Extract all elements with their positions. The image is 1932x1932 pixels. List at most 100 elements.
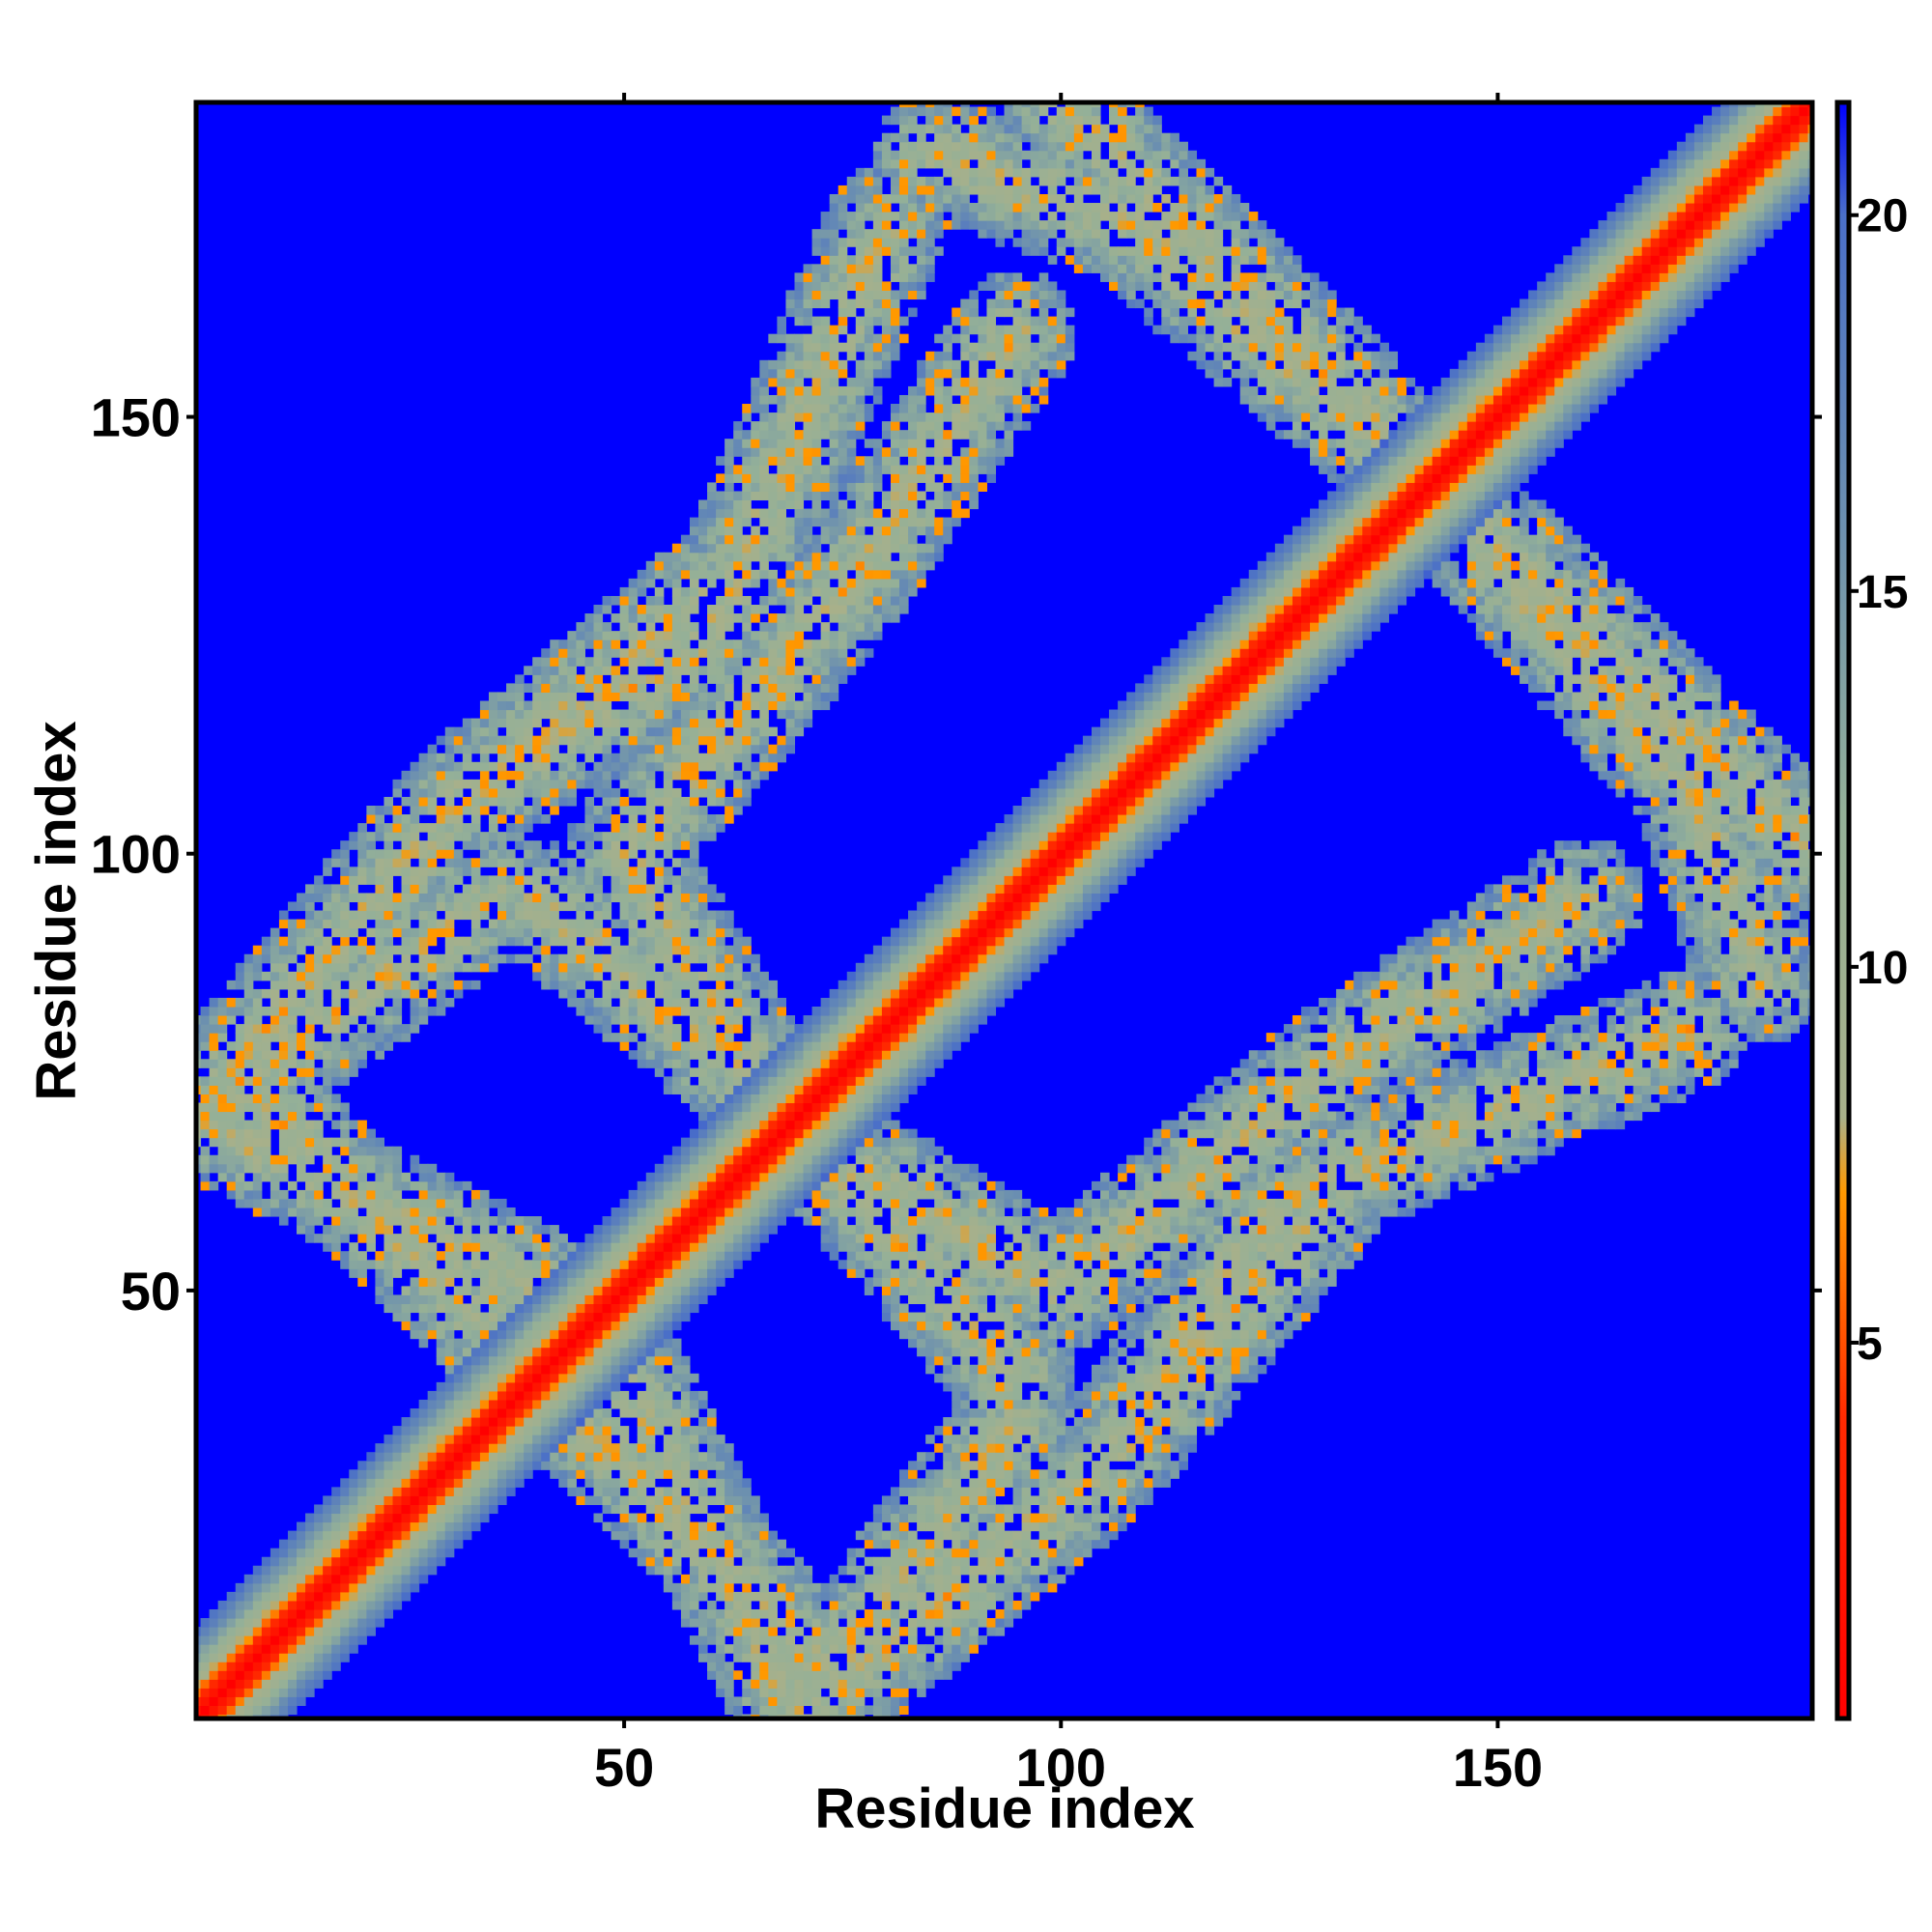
heatmap-cell bbox=[768, 1670, 778, 1680]
heatmap-cell bbox=[252, 1024, 263, 1034]
heatmap-cell bbox=[751, 953, 760, 964]
heatmap-cell bbox=[777, 1705, 786, 1716]
heatmap-cell bbox=[497, 1373, 507, 1383]
heatmap-cell bbox=[567, 840, 577, 850]
heatmap-cell bbox=[628, 1452, 639, 1462]
heatmap-cell bbox=[803, 1111, 813, 1122]
heatmap-cell bbox=[524, 1443, 533, 1453]
heatmap-cell bbox=[751, 447, 760, 457]
heatmap-cell bbox=[453, 823, 464, 833]
heatmap-cell bbox=[209, 1050, 219, 1060]
heatmap-cell bbox=[628, 613, 639, 623]
heatmap-cell bbox=[567, 1461, 577, 1470]
heatmap-cell bbox=[777, 1574, 786, 1584]
heatmap-cell bbox=[541, 744, 551, 754]
heatmap-cell bbox=[724, 1137, 734, 1148]
heatmap-cell bbox=[733, 1627, 743, 1636]
heatmap-cell bbox=[777, 456, 786, 466]
heatmap-cell bbox=[576, 1329, 585, 1340]
heatmap-cell bbox=[366, 1556, 376, 1567]
heatmap-cell bbox=[794, 447, 805, 457]
heatmap-cell bbox=[637, 639, 647, 649]
heatmap-cell bbox=[742, 1251, 752, 1261]
heatmap-cell bbox=[331, 1600, 341, 1610]
heatmap-cell bbox=[751, 718, 760, 728]
heatmap-cell bbox=[235, 1120, 245, 1130]
heatmap-cell bbox=[270, 1180, 280, 1191]
heatmap-cell bbox=[654, 1407, 665, 1418]
heatmap-cell bbox=[663, 1268, 673, 1278]
heatmap-cell bbox=[243, 1627, 254, 1636]
heatmap-cell bbox=[252, 1696, 263, 1707]
heatmap-cell bbox=[314, 919, 324, 929]
heatmap-cell bbox=[619, 1207, 630, 1217]
heatmap-cell bbox=[794, 560, 805, 571]
heatmap-cell bbox=[611, 945, 621, 955]
heatmap-cell bbox=[392, 945, 403, 955]
heatmap-cell bbox=[733, 666, 743, 675]
heatmap-cell bbox=[584, 936, 595, 947]
heatmap-cell bbox=[331, 1556, 341, 1567]
heatmap-cell bbox=[366, 1128, 376, 1139]
heatmap-cell bbox=[751, 631, 760, 640]
heatmap-cell bbox=[340, 953, 350, 964]
heatmap-cell bbox=[637, 683, 647, 693]
heatmap-cell bbox=[410, 1478, 420, 1488]
heatmap-cell bbox=[297, 1041, 306, 1051]
heatmap-cell bbox=[645, 613, 656, 623]
heatmap-cell bbox=[384, 1234, 394, 1243]
heatmap-cell bbox=[698, 806, 708, 815]
heatmap-cell bbox=[418, 858, 429, 867]
heatmap-cell bbox=[340, 1530, 350, 1541]
heatmap-cell bbox=[671, 1216, 682, 1226]
heatmap-cell bbox=[418, 796, 429, 807]
heatmap-cell bbox=[410, 1198, 420, 1208]
heatmap-cell bbox=[297, 1627, 306, 1636]
heatmap-cell bbox=[524, 858, 533, 867]
heatmap-cell bbox=[768, 482, 778, 492]
heatmap-cell bbox=[663, 1539, 673, 1549]
heatmap-cell bbox=[593, 1426, 604, 1435]
heatmap-cell bbox=[462, 1521, 472, 1532]
heatmap-cell bbox=[768, 613, 778, 623]
heatmap-cell bbox=[375, 1530, 384, 1541]
heatmap-cell bbox=[270, 1050, 280, 1060]
heatmap-cell bbox=[768, 639, 778, 649]
heatmap-cell bbox=[785, 298, 796, 309]
heatmap-cell bbox=[226, 1102, 237, 1113]
heatmap-cell bbox=[576, 849, 585, 859]
heatmap-cell bbox=[637, 945, 647, 955]
heatmap-cell bbox=[226, 1007, 237, 1016]
heatmap-cell bbox=[602, 1033, 612, 1042]
heatmap-cell bbox=[716, 945, 725, 955]
heatmap-cell bbox=[611, 1216, 621, 1226]
heatmap-cell bbox=[453, 1513, 464, 1523]
heatmap-cell bbox=[287, 980, 298, 990]
heatmap-cell bbox=[200, 1128, 211, 1139]
heatmap-cell bbox=[314, 1530, 324, 1541]
heatmap-cell bbox=[742, 648, 752, 658]
heatmap-cell bbox=[707, 1417, 717, 1427]
heatmap-cell bbox=[803, 351, 813, 361]
heatmap-cell bbox=[716, 796, 725, 807]
heatmap-cell bbox=[593, 1303, 604, 1314]
heatmap-cell bbox=[340, 1521, 350, 1532]
heatmap-cell bbox=[550, 1338, 559, 1349]
heatmap-cell bbox=[584, 657, 595, 667]
heatmap-cell bbox=[357, 1128, 367, 1139]
heatmap-cell bbox=[751, 385, 760, 396]
heatmap-cell bbox=[759, 971, 769, 981]
heatmap-cell bbox=[462, 945, 472, 955]
heatmap-cell bbox=[532, 945, 542, 955]
heatmap-cell bbox=[654, 1286, 665, 1295]
heatmap-cell bbox=[724, 447, 734, 457]
heatmap-cell bbox=[349, 1015, 358, 1025]
heatmap-cell bbox=[724, 569, 734, 580]
heatmap-cell bbox=[619, 1426, 630, 1435]
heatmap-cell bbox=[645, 560, 656, 571]
heatmap-cell bbox=[707, 1627, 717, 1636]
heatmap-cell bbox=[470, 858, 481, 867]
heatmap-cell bbox=[689, 1478, 699, 1488]
heatmap-cell bbox=[270, 1635, 280, 1645]
heatmap-cell bbox=[777, 1582, 786, 1593]
